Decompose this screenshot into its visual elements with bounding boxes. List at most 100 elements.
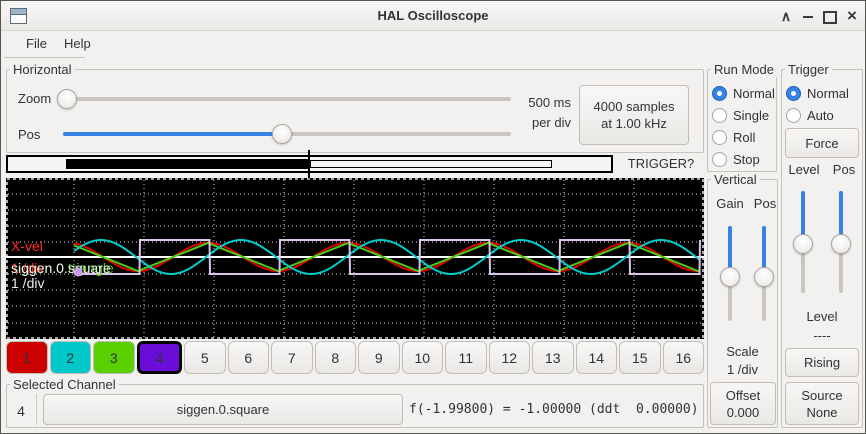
radio-icon[interactable] [786,85,801,101]
zoom-slider-label: Zoom [18,91,52,106]
scope-label: 1 /div [11,275,44,291]
time-per-div-unit: per div [531,115,571,130]
run-mode-frame: Run Mode Normal Single Roll Stop [707,62,777,172]
vertical-pos-slider-thumb[interactable] [754,267,774,287]
channel-button-6[interactable]: 6 [227,341,269,374]
trigger-pos-slider-fill [839,191,843,244]
vertical-scale-value: 1 /div [726,362,759,377]
selected-channel-number: 4 [17,403,25,419]
title-bar: HAL Oscilloscope ∧ × [1,1,865,31]
vertical-frame-label: Vertical [711,172,760,187]
pos-slider-thumb[interactable] [272,124,292,144]
time-per-div-value: 500 ms [528,95,571,110]
force-button-label: Force [805,135,839,151]
run-mode-option-stop[interactable]: Stop [712,149,760,169]
menu-bar: File Help [1,31,865,58]
trigger-pos-column-label: Pos [832,162,856,177]
channel-button-15[interactable]: 15 [619,341,661,374]
scope-label: siggen.0.square [11,260,111,276]
channel-button-8[interactable]: 8 [314,341,356,374]
run-mode-option-roll[interactable]: Roll [712,127,755,147]
menu-file[interactable]: File [26,36,47,51]
channel-button-11[interactable]: 11 [445,341,487,374]
channel-button-2[interactable]: 2 [49,341,91,374]
run-mode-frame-label: Run Mode [711,62,777,77]
channel-button-13[interactable]: 13 [532,341,574,374]
trigger-frame: Trigger Normal Auto [781,62,863,428]
trigger-level-value: ---- [813,328,831,343]
horizontal-frame-label: Horizontal [10,62,75,77]
scope-display[interactable]: X-vel 1 /div siggen.0.triangle siggen.0.squ… [6,178,704,339]
channel-button-10[interactable]: 10 [401,341,443,374]
time-per-div: 500 ms per div [501,93,571,133]
channel-button-14[interactable]: 14 [575,341,617,374]
scope-label: siggen.0.triangle [11,260,114,276]
channel-button-7[interactable]: 7 [271,341,313,374]
edge-button[interactable]: Rising [785,348,859,377]
selected-channel-name-button[interactable]: siggen.0.square [43,394,403,425]
channel-button-4[interactable]: 4 [136,341,182,374]
selected-channel-divider [36,394,37,425]
radio-icon[interactable] [786,107,801,123]
run-mode-option-label: Normal [733,85,775,101]
menu-help[interactable]: Help [64,36,91,51]
window-icon [10,8,27,24]
trigger-level-label: Level [806,309,838,324]
channel-button-3[interactable]: 3 [93,341,135,374]
minimize-button[interactable] [798,1,818,31]
horizontal-frame: Horizontal [6,62,704,153]
run-mode-option-label: Stop [733,151,760,167]
source-button-value: None [806,404,838,420]
trigger-status-label: TRIGGER? [627,156,695,171]
close-button[interactable]: × [847,6,857,25]
run-mode-option-single[interactable]: Single [712,105,769,125]
vertical-gain-slider-fill [728,226,732,277]
channel-button-5[interactable]: 5 [184,341,226,374]
selected-channel-name: siggen.0.square [176,402,270,417]
vertical-pos-label: Pos [753,196,777,211]
offset-button-label: Offset [725,387,761,403]
trigger-pos-slider-thumb[interactable] [831,234,851,254]
radio-icon[interactable] [712,85,727,101]
samples-rate: at 1.00 kHz [601,116,667,131]
channel-button-1[interactable]: 1 [6,341,48,374]
vertical-frame: Vertical [707,172,778,428]
vertical-scale-label: Scale [726,344,759,359]
run-mode-option-normal[interactable]: Normal [712,83,775,103]
vertical-gain-slider-thumb[interactable] [720,267,740,287]
radio-icon[interactable] [712,107,727,123]
trigger-level-slider-thumb[interactable] [793,234,813,254]
trigger-mode-option-auto[interactable]: Auto [786,105,834,125]
trigger-position-marker [308,150,310,179]
pos-slider-label: Pos [18,127,41,142]
scope-trace-channel-3 [73,241,701,273]
scope-trace-channel-4 [74,239,701,275]
channel-button-9[interactable]: 9 [358,341,400,374]
zoom-slider-thumb[interactable] [57,89,77,109]
maximize-button[interactable] [820,1,840,31]
offset-button[interactable]: Offset 0.000 [710,382,776,425]
scope-label: 1 /div [11,260,44,276]
samples-count: 4000 samples [593,99,675,114]
radio-icon[interactable] [712,129,727,145]
channel-button-16[interactable]: 16 [662,341,704,374]
trigger-frame-label: Trigger [785,62,832,77]
record-captured-segment [66,159,310,169]
trigger-level-column-label: Level [788,162,820,177]
scope-label: X-vel [11,238,43,254]
vertical-gain-label: Gain [716,196,744,211]
shade-button[interactable]: ∧ [780,8,792,24]
samples-button[interactable]: 4000 samples at 1.00 kHz [579,85,689,145]
radio-icon[interactable] [712,151,727,167]
trigger-mode-option-label: Normal [807,85,849,101]
window-title: HAL Oscilloscope [377,8,489,23]
trigger-mode-option-label: Auto [807,107,834,123]
trigger-level-slider-fill [801,191,805,244]
force-button[interactable]: Force [785,128,859,158]
zoom-slider-track[interactable] [59,97,511,101]
edge-button-label: Rising [803,355,841,370]
channel-button-12[interactable]: 12 [488,341,530,374]
trigger-mode-option-normal[interactable]: Normal [786,83,849,103]
source-button[interactable]: Source None [785,382,859,425]
